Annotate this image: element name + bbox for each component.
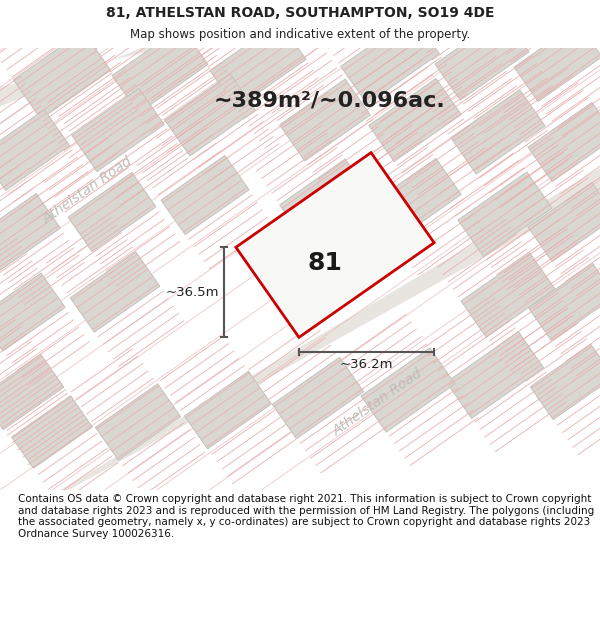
Text: Map shows position and indicative extent of the property.: Map shows position and indicative extent… [130,28,470,41]
Polygon shape [72,89,164,171]
Polygon shape [514,22,600,102]
Text: Contains OS data © Crown copyright and database right 2021. This information is : Contains OS data © Crown copyright and d… [18,494,594,539]
Polygon shape [361,348,455,432]
Text: Athelstan Road: Athelstan Road [41,154,136,226]
Polygon shape [0,40,195,115]
Polygon shape [280,159,370,241]
Polygon shape [0,273,65,351]
Polygon shape [530,344,600,419]
Polygon shape [68,173,156,252]
Polygon shape [161,156,249,234]
Polygon shape [461,253,555,337]
Polygon shape [528,102,600,182]
Polygon shape [369,159,461,241]
Text: Athelstan Road: Athelstan Road [331,366,425,438]
Polygon shape [272,357,364,439]
Polygon shape [446,332,544,418]
Polygon shape [341,16,439,104]
Text: ~36.5m: ~36.5m [166,286,219,299]
Polygon shape [0,354,64,429]
Polygon shape [435,16,529,100]
Polygon shape [458,172,552,256]
Polygon shape [112,27,208,113]
Polygon shape [52,168,600,495]
Text: 81: 81 [308,251,343,275]
Polygon shape [451,90,545,174]
Polygon shape [529,263,600,341]
Polygon shape [0,109,70,191]
Polygon shape [210,22,306,108]
Polygon shape [236,152,434,338]
Text: 81, ATHELSTAN ROAD, SOUTHAMPTON, SO19 4DE: 81, ATHELSTAN ROAD, SOUTHAMPTON, SO19 4D… [106,6,494,21]
Polygon shape [11,396,92,468]
Polygon shape [164,74,256,156]
Polygon shape [528,182,600,262]
Polygon shape [185,371,271,449]
Text: ~389m²/~0.096ac.: ~389m²/~0.096ac. [214,90,446,110]
Polygon shape [13,31,110,119]
Polygon shape [70,252,160,332]
Text: ~36.2m: ~36.2m [340,358,393,371]
Polygon shape [280,79,370,161]
Polygon shape [369,79,461,161]
Polygon shape [0,194,61,271]
Polygon shape [95,384,181,460]
